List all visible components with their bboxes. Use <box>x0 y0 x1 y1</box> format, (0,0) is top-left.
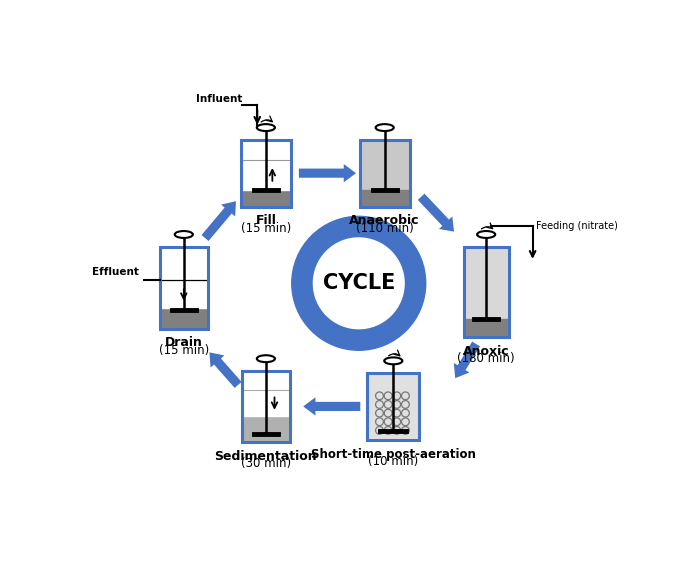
Bar <box>242 371 290 442</box>
Text: Effluent: Effluent <box>92 267 139 277</box>
Bar <box>241 190 290 206</box>
Bar <box>160 247 208 329</box>
Text: (30 min): (30 min) <box>241 457 291 470</box>
Text: Fill: Fill <box>256 214 276 227</box>
Bar <box>360 140 410 206</box>
Text: Anaerobic: Anaerobic <box>349 214 420 227</box>
Text: CYCLE: CYCLE <box>323 273 395 293</box>
Text: (110 min): (110 min) <box>356 222 414 234</box>
Text: Short-time post-aeration: Short-time post-aeration <box>311 448 476 461</box>
Circle shape <box>292 217 426 350</box>
Bar <box>368 373 419 440</box>
Ellipse shape <box>175 231 193 238</box>
Text: (10 min): (10 min) <box>368 456 419 468</box>
Bar <box>241 140 290 206</box>
Bar <box>160 280 208 308</box>
Bar <box>160 308 208 329</box>
Bar <box>241 140 290 190</box>
Bar <box>368 373 419 440</box>
Bar <box>242 416 290 442</box>
Text: (180 min): (180 min) <box>457 352 515 365</box>
Text: Drain: Drain <box>165 337 203 350</box>
Text: (15 min): (15 min) <box>159 344 209 357</box>
Text: Anoxic: Anoxic <box>463 345 510 358</box>
Text: Feeding (nitrate): Feeding (nitrate) <box>536 221 618 231</box>
Ellipse shape <box>376 124 393 131</box>
Ellipse shape <box>384 357 402 364</box>
Bar <box>463 319 509 337</box>
Ellipse shape <box>257 355 275 362</box>
Bar <box>360 140 410 206</box>
Text: (15 min): (15 min) <box>241 222 291 234</box>
Bar <box>360 190 410 206</box>
Ellipse shape <box>477 231 496 238</box>
Circle shape <box>314 238 404 329</box>
Bar <box>463 247 509 337</box>
Text: Sedimentation: Sedimentation <box>215 450 317 463</box>
Bar <box>242 371 290 416</box>
Text: Influent: Influent <box>196 94 242 104</box>
Bar <box>463 247 509 337</box>
Ellipse shape <box>257 124 275 131</box>
